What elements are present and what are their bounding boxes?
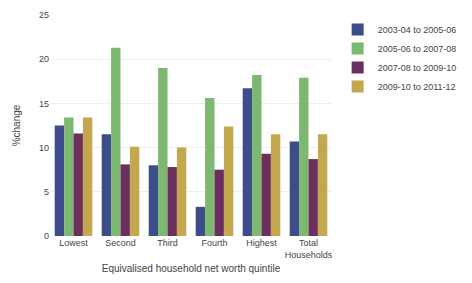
svg-text:0: 0 <box>44 231 49 241</box>
svg-text:Equivalised household net wort: Equivalised household net worth quintile <box>102 263 281 274</box>
svg-text:20: 20 <box>39 54 49 64</box>
svg-text:TotalHouseholds: TotalHouseholds <box>285 238 333 260</box>
svg-text:10: 10 <box>39 143 49 153</box>
svg-text:Highest: Highest <box>246 238 277 248</box>
svg-text:%change: %change <box>11 104 22 146</box>
svg-text:Lowest: Lowest <box>59 238 88 248</box>
svg-text:Second: Second <box>105 238 136 248</box>
svg-text:2009-10 to 2011-12: 2009-10 to 2011-12 <box>378 82 456 92</box>
svg-text:Fourth: Fourth <box>201 238 227 248</box>
svg-text:25: 25 <box>39 10 49 20</box>
svg-text:5: 5 <box>44 187 49 197</box>
svg-text:15: 15 <box>39 99 49 109</box>
svg-text:Third: Third <box>157 238 178 248</box>
svg-text:2007-08 to 2009-10: 2007-08 to 2009-10 <box>378 63 457 73</box>
svg-text:2003-04 to 2005-06: 2003-04 to 2005-06 <box>378 25 457 35</box>
svg-text:2005-06 to 2007-08: 2005-06 to 2007-08 <box>378 44 457 54</box>
